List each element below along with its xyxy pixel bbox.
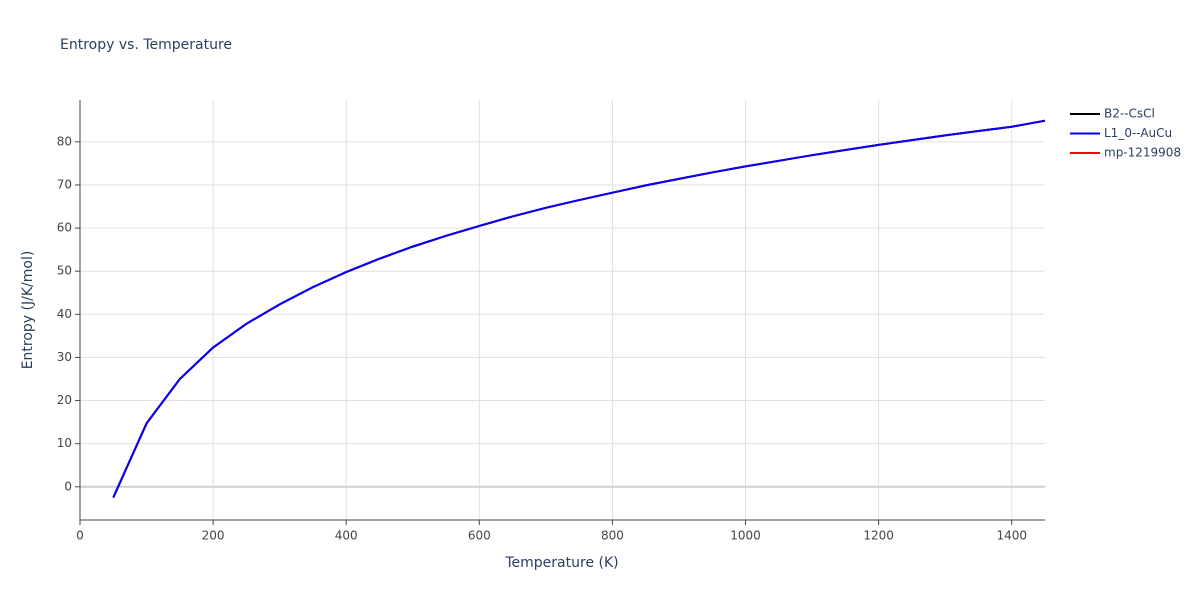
data-line [112, 119, 1046, 498]
legend-label: mp-1219908 [1104, 146, 1181, 160]
y-tick-label: 40 [57, 307, 72, 321]
x-tick-label: 600 [468, 529, 491, 543]
legend: B2--CsCl L1_0--AuCu mp-1219908 [1070, 107, 1181, 160]
x-tick-label: 800 [601, 529, 624, 543]
x-tick-label: 1000 [730, 529, 761, 543]
legend-label: B2--CsCl [1104, 107, 1155, 121]
grid: 0 200 400 600 800 1000 1200 1400 0 10 20 30 40 50 60 70… [57, 100, 1045, 543]
x-axis-title: Temperature (K) [504, 555, 618, 571]
y-tick-label: 30 [57, 350, 72, 364]
y-tick-label: 0 [64, 479, 72, 493]
y-tick-label: 10 [57, 436, 72, 450]
chart-title: Entropy vs. Temperature [60, 37, 232, 53]
data-line [112, 119, 1046, 498]
plot-area [112, 119, 1046, 498]
x-tick-label: 0 [76, 529, 84, 543]
legend-label: L1_0--AuCu [1104, 126, 1172, 140]
x-tick-label: 1200 [863, 529, 894, 543]
y-tick-label: 50 [57, 264, 72, 278]
data-line [112, 119, 1046, 498]
y-tick-label: 80 [57, 134, 72, 148]
y-axis-title: Entropy (J/K/mol) [20, 251, 36, 370]
x-tick-label: 400 [335, 529, 358, 543]
x-tick-label: 200 [202, 529, 225, 543]
x-tick-label: 1400 [996, 529, 1027, 543]
y-tick-label: 60 [57, 221, 72, 235]
y-tick-label: 70 [57, 177, 72, 191]
y-tick-label: 20 [57, 393, 72, 407]
